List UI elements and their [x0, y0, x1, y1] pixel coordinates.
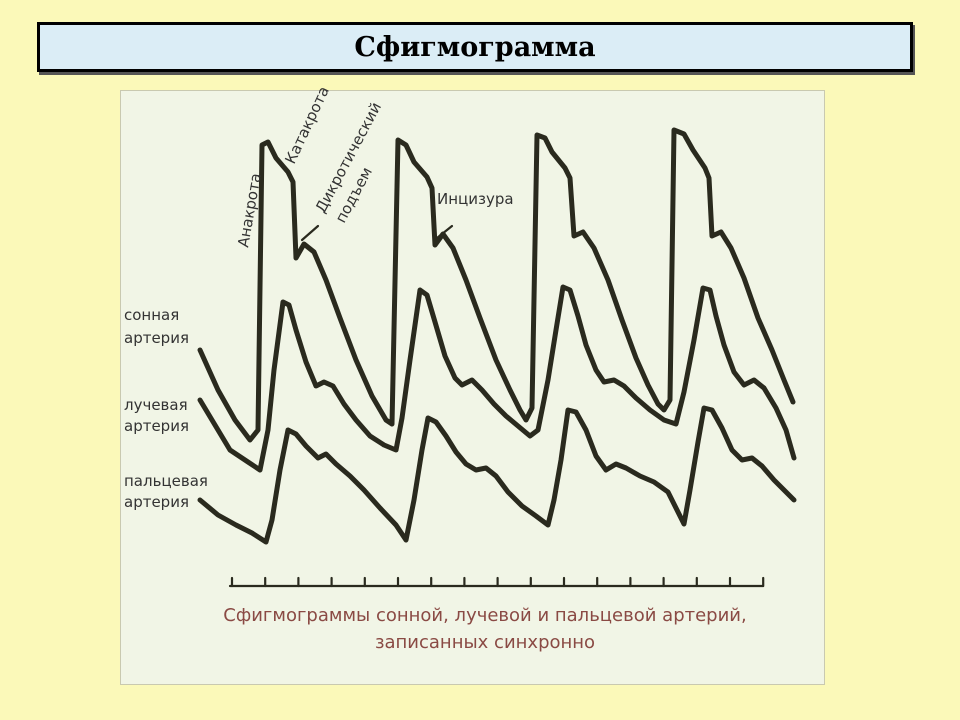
- title-box: Сфигмограмма: [37, 22, 913, 72]
- carotid-trace: [197, 127, 796, 443]
- radial-label-line1: лучевая: [124, 396, 188, 414]
- katakrota-label: Катакрота: [281, 83, 333, 166]
- dicrotic-pointer: [300, 224, 320, 242]
- caption-line2: записанных синхронно: [375, 632, 595, 653]
- radial-label-line2: артерия: [124, 417, 189, 435]
- carotid-label-line1: сонная: [124, 306, 179, 324]
- radial-trace: [197, 284, 797, 473]
- caption-line1: Сфигмограммы сонной, лучевой и пальцевой…: [223, 605, 746, 626]
- digital-trace: [197, 405, 797, 545]
- time-scale: [228, 576, 765, 588]
- incisura-label: Инцизура: [437, 190, 514, 208]
- incisura-pointer: [435, 224, 454, 240]
- page-title: Сфигмограмма: [354, 31, 596, 63]
- digital-label-line2: артерия: [124, 493, 189, 511]
- digital-label-line1: пальцевая: [124, 472, 208, 490]
- carotid-label-line2: артерия: [124, 329, 189, 347]
